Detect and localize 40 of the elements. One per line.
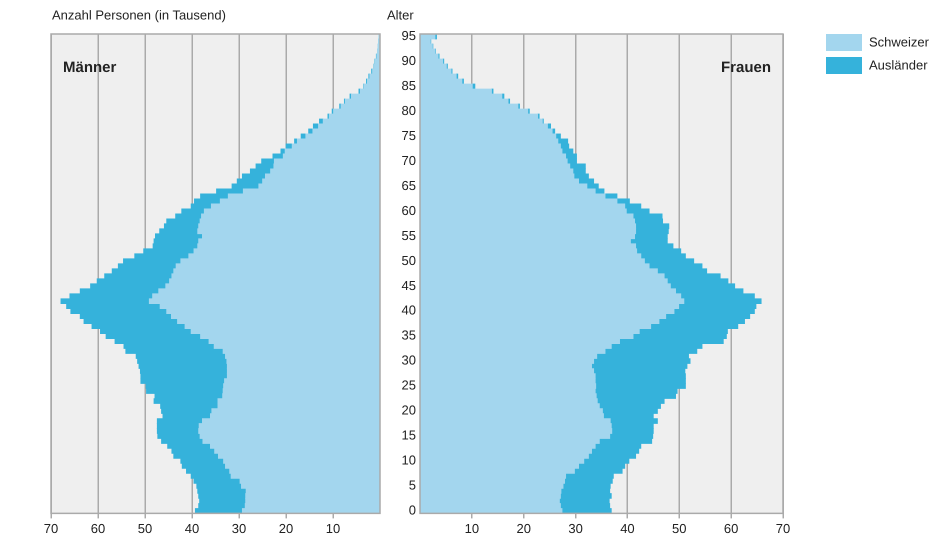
x-tick-label: 70: [44, 520, 58, 536]
y-tick-label: 25: [402, 378, 416, 393]
x-tick-label: 30: [568, 520, 583, 536]
y-tick-label: 75: [402, 128, 416, 143]
y-tick-label: 90: [402, 53, 416, 68]
y-tick-label: 60: [402, 202, 416, 218]
x-tick-label: 40: [620, 520, 635, 536]
y-tick-label: 55: [402, 228, 416, 243]
x-tick-label: 20: [278, 520, 294, 536]
y-axis-title: Alter: [387, 8, 414, 23]
x-tick-label: 30: [232, 520, 246, 536]
y-tick-label: 35: [402, 328, 416, 343]
y-tick-label: 0: [408, 502, 416, 518]
y-tick-label: 30: [402, 352, 416, 368]
y-tick-label: 95: [402, 28, 416, 44]
y-tick-label: 65: [402, 178, 416, 193]
y-tick-label: 85: [402, 78, 416, 94]
x-tick-label: 60: [90, 520, 106, 536]
y-tick-label: 5: [408, 478, 416, 493]
legend-label: Schweizer: [869, 34, 930, 50]
legend-label: Ausländer: [869, 58, 928, 73]
x-tick-label: 50: [138, 520, 152, 536]
y-tick-label: 80: [402, 102, 416, 118]
x-tick-label: 40: [184, 520, 200, 536]
y-tick-label: 20: [402, 402, 416, 418]
annotation: Männer: [63, 59, 117, 76]
y-tick-label: 50: [402, 252, 416, 268]
y-tick-label: 70: [402, 152, 416, 168]
x-tick-label: 50: [672, 520, 687, 536]
x-tick-label: 10: [464, 520, 480, 536]
x-axis-title: Anzahl Personen (in Tausend): [52, 8, 226, 23]
x-tick-label: 20: [516, 520, 531, 536]
x-tick-label: 60: [724, 520, 738, 536]
annotation: Frauen: [720, 59, 771, 76]
y-tick-label: 10: [402, 452, 416, 468]
y-tick-label: 45: [402, 278, 416, 293]
y-tick-label: 15: [402, 428, 416, 443]
x-tick-label: 70: [776, 520, 790, 536]
y-tick-label: 40: [402, 302, 416, 318]
x-tick-label: 10: [326, 520, 340, 536]
